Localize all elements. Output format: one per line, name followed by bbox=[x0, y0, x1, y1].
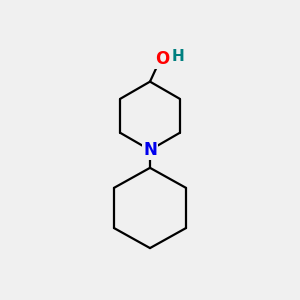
Text: H: H bbox=[172, 49, 184, 64]
Text: O: O bbox=[155, 50, 169, 68]
Text: N: N bbox=[143, 141, 157, 159]
